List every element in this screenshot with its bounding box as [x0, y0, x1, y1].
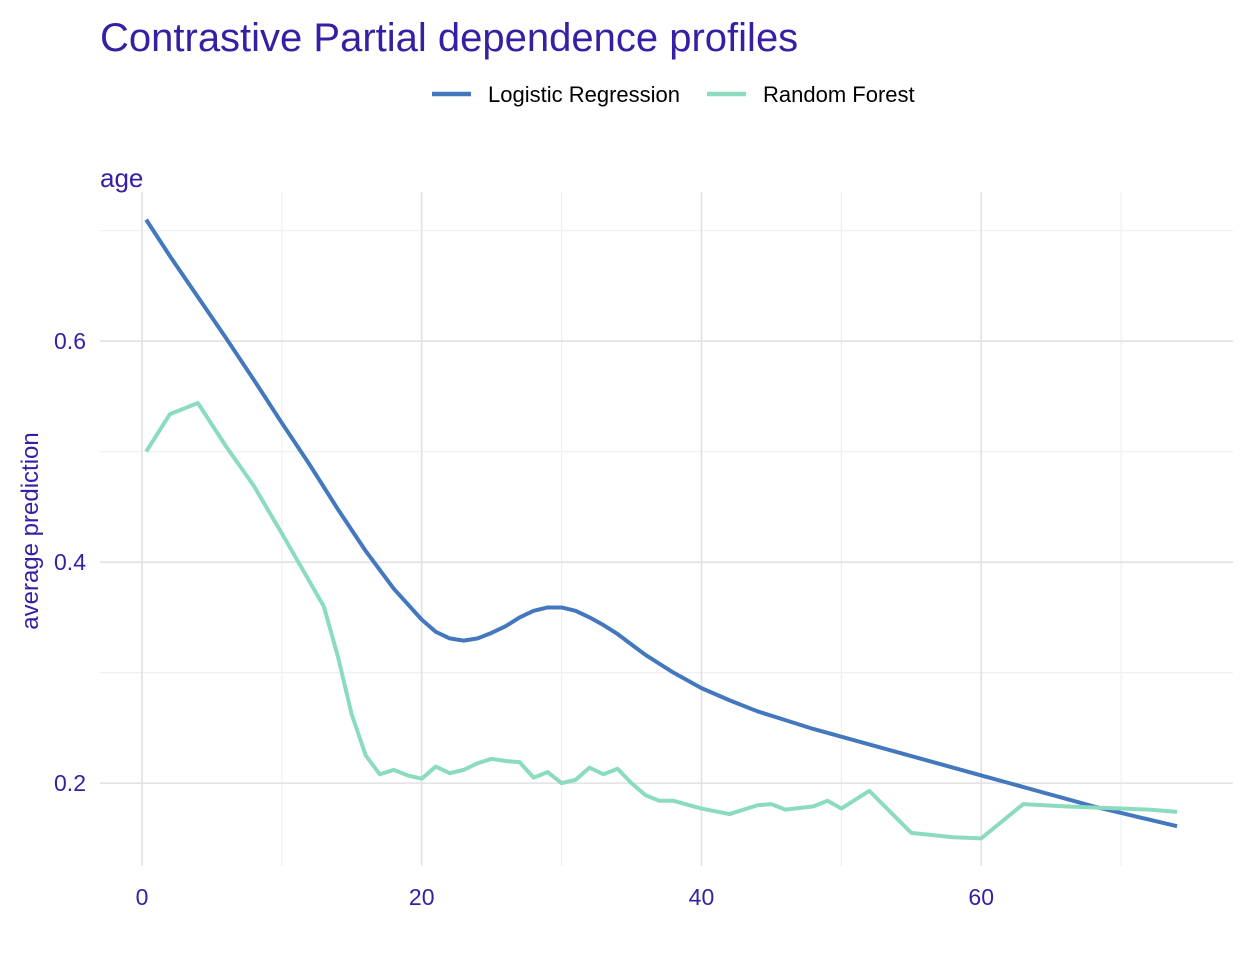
- x-axis-ticks: 0 20 40 60: [136, 884, 994, 910]
- series-line-1: [144, 401, 1178, 841]
- legend-label-0: Logistic Regression: [488, 82, 680, 107]
- grid: [100, 192, 1233, 866]
- facet-label: age: [100, 163, 143, 193]
- y-axis-ticks: 0.2 0.4 0.6: [54, 328, 86, 796]
- series-lines: [144, 218, 1178, 841]
- chart-title: Contrastive Partial dependence profiles: [100, 16, 798, 60]
- x-tick-label: 40: [689, 884, 715, 910]
- x-tick-label: 60: [968, 884, 994, 910]
- y-axis-title: average prediction: [17, 432, 44, 629]
- y-tick-label: 0.4: [54, 549, 86, 575]
- legend-label-1: Random Forest: [763, 82, 915, 107]
- x-tick-label: 0: [136, 884, 149, 910]
- legend: Logistic Regression Random Forest: [432, 82, 915, 107]
- x-tick-label: 20: [409, 884, 435, 910]
- y-tick-label: 0.6: [54, 328, 86, 354]
- y-tick-label: 0.2: [54, 770, 86, 796]
- series-line-0: [144, 218, 1178, 829]
